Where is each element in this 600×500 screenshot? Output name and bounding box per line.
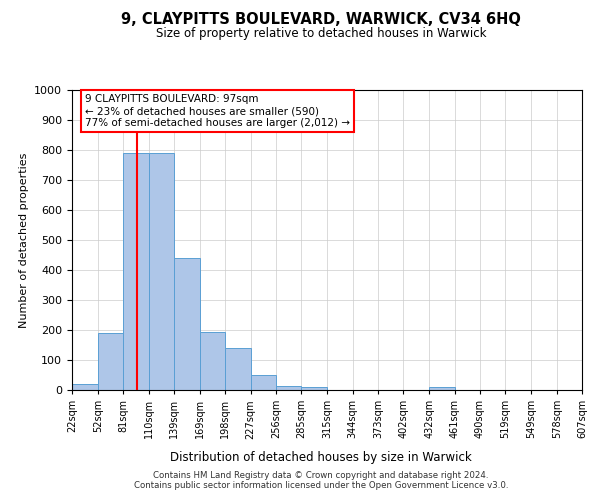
Text: Distribution of detached houses by size in Warwick: Distribution of detached houses by size …	[170, 451, 472, 464]
Text: 9 CLAYPITTS BOULEVARD: 97sqm
← 23% of detached houses are smaller (590)
77% of s: 9 CLAYPITTS BOULEVARD: 97sqm ← 23% of de…	[85, 94, 350, 128]
Bar	[276, 386, 301, 390]
Bar	[301, 387, 328, 390]
Bar	[226, 348, 251, 390]
Bar	[251, 375, 276, 390]
Y-axis label: Number of detached properties: Number of detached properties	[19, 152, 29, 328]
Bar	[200, 332, 226, 390]
Bar	[124, 153, 149, 390]
Text: Size of property relative to detached houses in Warwick: Size of property relative to detached ho…	[156, 28, 486, 40]
Bar	[174, 258, 200, 390]
Bar	[430, 387, 455, 390]
Bar	[98, 333, 124, 390]
Text: Contains public sector information licensed under the Open Government Licence v3: Contains public sector information licen…	[134, 482, 508, 490]
Bar	[72, 384, 98, 390]
Bar	[149, 153, 174, 390]
Text: Contains HM Land Registry data © Crown copyright and database right 2024.: Contains HM Land Registry data © Crown c…	[153, 472, 489, 480]
Text: 9, CLAYPITTS BOULEVARD, WARWICK, CV34 6HQ: 9, CLAYPITTS BOULEVARD, WARWICK, CV34 6H…	[121, 12, 521, 28]
